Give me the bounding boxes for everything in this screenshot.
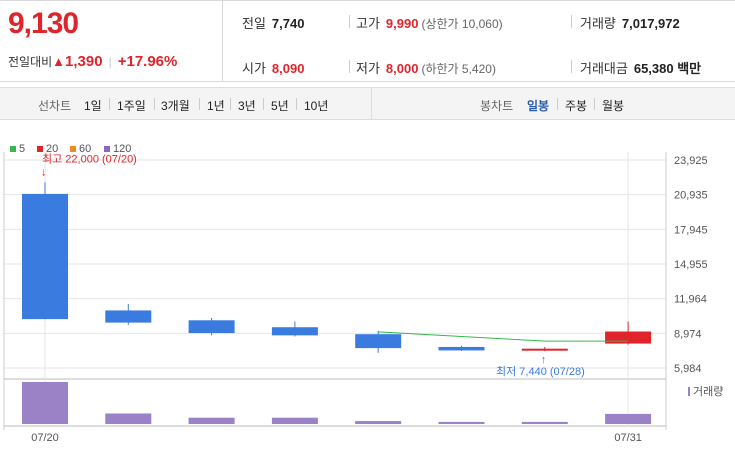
x-tick-label: 07/20 [31, 432, 59, 444]
candle-weekly[interactable]: 주봉 [565, 99, 588, 113]
low-annotation: 최저 7,440 (07/28) [496, 365, 585, 378]
volume-value: 7,017,972 [621, 16, 680, 31]
chart-type-bar: 선차트 1일 1주일 3개월 1년 3년 5년 10년 봉차트 일봉 주봉 월봉 [0, 87, 735, 120]
y-tick-label: 8,974 [674, 328, 702, 340]
y-tick-label: 11,964 [674, 294, 707, 306]
volume-bar [438, 421, 485, 424]
y-tick-label: 5,984 [674, 363, 702, 375]
divider [230, 98, 231, 110]
change-percent: +17.96% [117, 53, 178, 70]
high: 고가 9,990 (상한가 10,060) [356, 13, 503, 32]
price-box: 9,130 전일대비▲1,390 | +17.96% [0, 1, 223, 81]
ma5-line [378, 331, 629, 342]
change-line: 전일대비▲1,390 | +17.96% [8, 53, 177, 70]
period-1y[interactable]: 1년 [207, 99, 225, 113]
low: 저가 8,000 (하한가 5,420) [356, 58, 496, 77]
period-3y[interactable]: 3년 [238, 99, 256, 113]
divider [154, 98, 155, 110]
y-tick-label: 14,955 [674, 259, 708, 271]
candle-body [355, 334, 402, 349]
trade-value-value: 65,380 백만 [633, 61, 702, 76]
candle-body [271, 327, 318, 336]
candle-monthly[interactable]: 월봉 [602, 99, 625, 113]
down-arrow-icon: ↓ [41, 166, 47, 178]
up-arrow-icon: ↑ [541, 354, 547, 366]
divider [109, 98, 110, 110]
candle-body [438, 346, 485, 351]
period-5y[interactable]: 5년 [271, 99, 289, 113]
up-arrow-icon: ▲ [52, 54, 66, 69]
volume-bar [271, 417, 318, 424]
y-tick-label: 17,945 [674, 224, 708, 236]
divider [263, 98, 264, 110]
volume-legend-swatch [688, 387, 690, 396]
trade-value-label: 거래대금 [580, 61, 628, 76]
divider [349, 15, 350, 28]
divider [296, 98, 297, 110]
trade-value: 거래대금 65,380 백만 [580, 58, 701, 77]
x-tick-label: 07/31 [614, 432, 642, 444]
volume-bar [22, 382, 68, 424]
volume-label: 거래량 [580, 16, 616, 31]
candle-body [605, 331, 652, 344]
period-1d[interactable]: 1일 [84, 99, 102, 113]
high-label: 고가 [356, 16, 380, 31]
volume-bar [188, 417, 235, 424]
volume-bar [105, 413, 152, 424]
change-label: 전일대비 [8, 55, 53, 69]
volume-bar [521, 421, 568, 424]
legend-label: 5 [19, 143, 25, 155]
low-label: 저가 [356, 61, 380, 76]
volume-bar [355, 421, 402, 424]
prev-close-value: 7,740 [271, 16, 305, 31]
legend-swatch [37, 146, 43, 152]
divider [557, 98, 558, 110]
line-chart-title: 선차트 [38, 99, 72, 113]
volume-label: 거래량 [693, 385, 723, 398]
candle-body [521, 348, 568, 351]
divider [371, 88, 372, 119]
divider: | [108, 55, 112, 69]
legend-label: 120 [113, 143, 131, 155]
candle-daily[interactable]: 일봉 [527, 99, 550, 113]
quote-header: 9,130 전일대비▲1,390 | +17.96% 전일 7,740 시가 8,090… [0, 0, 735, 82]
change-amount: 1,390 [65, 53, 103, 70]
divider [571, 60, 572, 73]
legend-swatch [10, 146, 16, 152]
low-value: 8,000 [385, 61, 419, 76]
open-value: 8,090 [271, 61, 305, 76]
candle-body [22, 193, 68, 320]
y-tick-label: 20,935 [674, 190, 708, 202]
high-annotation: 최고 22,000 (07/20) [42, 152, 137, 165]
period-1w[interactable]: 1주일 [117, 99, 146, 113]
legend-label: 20 [46, 143, 58, 155]
prev-close-label: 전일 [242, 16, 266, 31]
high-value: 9,990 [385, 16, 419, 31]
volume: 거래량 7,017,972 [580, 13, 680, 32]
y-tick-label: 23,925 [674, 155, 708, 167]
period-3m[interactable]: 3개월 [161, 99, 190, 113]
legend-swatch [70, 146, 76, 152]
candle-body [188, 320, 235, 334]
legend-label: 60 [79, 143, 91, 155]
current-price: 9,130 [8, 7, 79, 40]
volume-bar [605, 413, 652, 424]
lower-limit: (하한가 5,420) [421, 62, 496, 76]
divider [571, 15, 572, 28]
open: 시가 8,090 [242, 58, 304, 77]
candle-chart-title: 봉차트 [480, 99, 514, 113]
divider [594, 98, 595, 110]
candle-body [105, 310, 152, 323]
prev-close: 전일 7,740 [242, 13, 304, 32]
upper-limit: (상한가 10,060) [421, 17, 503, 31]
legend-swatch [104, 146, 110, 152]
period-10y[interactable]: 10년 [304, 99, 329, 113]
divider [349, 60, 350, 73]
open-label: 시가 [242, 61, 266, 76]
divider [199, 98, 200, 110]
